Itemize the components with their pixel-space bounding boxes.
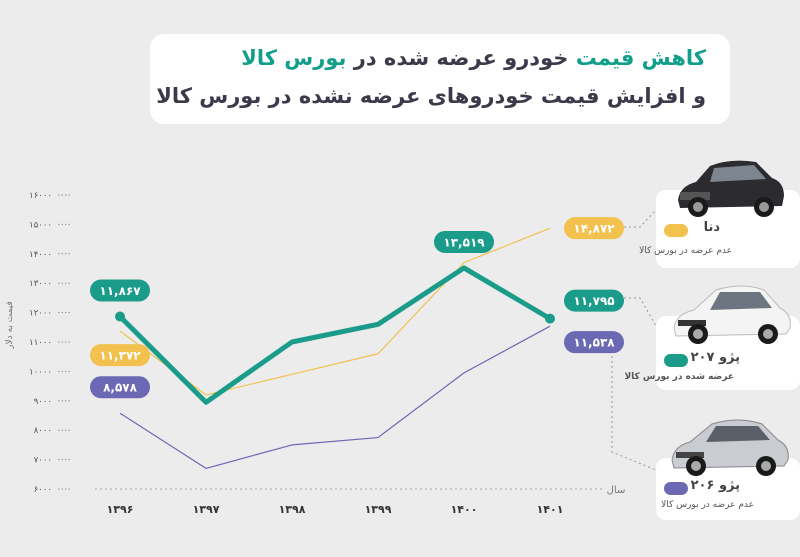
- series-line-0: [119, 227, 551, 396]
- legend-connector: [604, 333, 657, 471]
- y-tick-label: ۱۳۰۰۰: [29, 279, 52, 289]
- series-point: [545, 313, 555, 324]
- data-label-text: ۱۱,۷۹۵: [573, 294, 614, 308]
- y-tick-label: ۱۶۰۰۰: [29, 191, 52, 201]
- legend-title-peugeot206: پژو ۲۰۶: [690, 478, 740, 493]
- peugeot206-car-image: [671, 419, 789, 476]
- data-label-pill: [90, 279, 150, 302]
- data-label-text: ۱۱,۵۳۸: [573, 336, 615, 350]
- data-label-text: ۱۳,۵۱۹: [443, 235, 485, 249]
- data-label-text: ۱۱,۳۷۲: [99, 349, 141, 363]
- data-label-pill: [564, 289, 624, 312]
- data-label-pill: [434, 230, 494, 253]
- y-tick-label: ۷۰۰۰: [34, 456, 52, 466]
- x-tick-label: ۱۴۰۰: [451, 503, 478, 516]
- y-tick-label: ۸۰۰۰: [34, 426, 52, 436]
- y-tick-label: ۹۰۰۰: [34, 397, 52, 407]
- legend-title-dena: دنا: [703, 220, 720, 235]
- data-label-text: ۱۱,۸۶۷: [99, 284, 141, 298]
- title-text-mid: خودرو عرضه شده در: [346, 46, 576, 70]
- x-tick-label: ۱۳۹۷: [193, 503, 220, 516]
- x-axis-label: سال: [607, 485, 626, 496]
- series-line-1: [118, 265, 552, 405]
- x-tick-label: ۱۳۹۸: [279, 503, 306, 516]
- chart-title-line2: و افزایش قیمت خودروهای عرضه نشده در بورس…: [156, 84, 706, 108]
- y-tick-label: ۱۰۰۰۰: [29, 367, 52, 377]
- data-label-pill: [564, 331, 624, 354]
- x-tick-label: ۱۴۰۱: [537, 503, 564, 516]
- dena-car-image: [678, 160, 784, 217]
- y-tick-label: ۱۲۰۰۰: [29, 309, 52, 319]
- x-tick-label: ۱۳۹۹: [365, 503, 392, 516]
- title-box: کاهش قیمت خودرو عرضه شده در بورس کالا و …: [150, 34, 730, 124]
- peugeot207-car-image: [673, 285, 791, 344]
- legend-title-peugeot207: پژو ۲۰۷: [690, 350, 740, 365]
- data-label-pill: [90, 376, 150, 399]
- data-label-pill: [564, 217, 624, 240]
- legend-swatch-dena: [664, 224, 688, 237]
- y-axis-label: قیمت به دلار: [5, 301, 15, 350]
- data-label-text: ۸,۵۷۸: [103, 381, 138, 395]
- legend-swatch-peugeot207: [664, 354, 688, 367]
- x-tick-label: ۱۳۹۶: [107, 503, 134, 516]
- legend-subtitle-dena: عدم عرضه در بورس کالا: [639, 246, 732, 256]
- y-tick-label: ۱۱۰۰۰: [29, 338, 52, 348]
- legend-swatch-peugeot206: [664, 482, 688, 495]
- data-label-text: ۱۴,۸۷۲: [573, 222, 615, 236]
- series-line-2: [119, 325, 551, 470]
- title-highlight-decrease: کاهش قیمت: [575, 46, 706, 70]
- y-tick-label: ۱۴۰۰۰: [29, 250, 52, 260]
- y-tick-label: ۶۰۰۰: [34, 485, 52, 495]
- series-point: [115, 311, 125, 322]
- legend-subtitle-peugeot206: عدم عرضه در بورس کالا: [661, 500, 754, 510]
- y-tick-label: ۱۵۰۰۰: [29, 220, 52, 230]
- title-highlight-exchange: بورس کالا: [241, 46, 347, 70]
- chart-title-line1: کاهش قیمت خودرو عرضه شده در بورس کالا: [241, 46, 706, 70]
- legend-subtitle-peugeot207: عرضه شده در بورس کالا: [624, 372, 734, 382]
- data-label-pill: [90, 344, 150, 367]
